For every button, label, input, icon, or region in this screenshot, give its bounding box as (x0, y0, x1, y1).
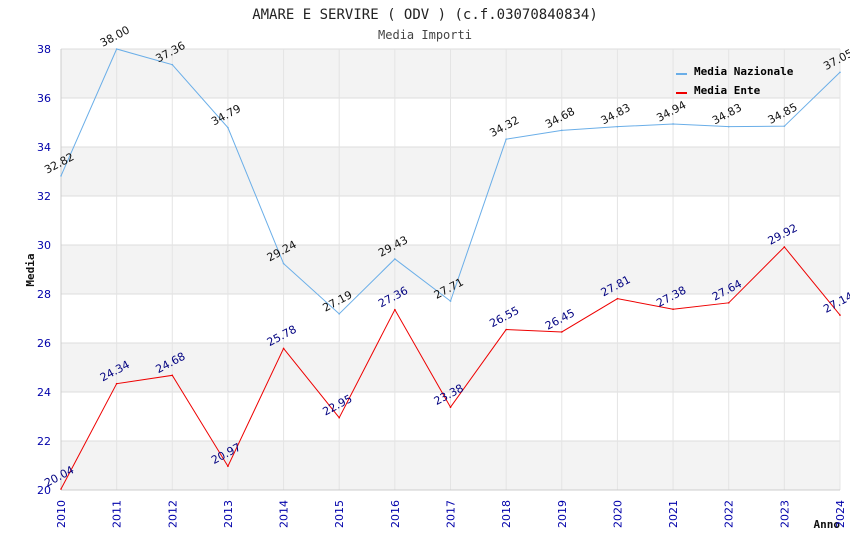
y-tick-label: 32 (37, 190, 51, 203)
data-point (560, 331, 563, 333)
x-tick-label: 2021 (667, 500, 680, 528)
data-point (227, 465, 229, 468)
y-tick-label: 36 (37, 92, 51, 105)
y-tick-label: 30 (37, 239, 51, 252)
data-point (616, 297, 619, 300)
data-point (115, 48, 118, 50)
y-tick-label: 22 (37, 435, 51, 448)
data-point (616, 125, 619, 128)
legend: Media Nazionale Media Ente (676, 65, 794, 97)
data-point (60, 488, 62, 490)
data-point (394, 308, 396, 311)
legend-label: Media Ente (694, 84, 761, 97)
data-label: 38.00 (98, 23, 132, 49)
y-tick-label: 20 (37, 484, 51, 497)
data-label: 26.45 (543, 306, 577, 332)
data-point (338, 313, 341, 315)
data-point (672, 308, 674, 310)
x-tick-label: 2024 (834, 500, 847, 528)
data-point (449, 300, 452, 302)
data-point (727, 125, 730, 128)
data-label: 34.68 (543, 105, 577, 131)
x-tick-label: 2019 (556, 500, 569, 528)
data-point (282, 347, 285, 350)
data-label: 34.94 (654, 98, 688, 124)
data-point (727, 302, 730, 304)
data-point (227, 126, 229, 129)
y-axis-ticks: 20 22 24 26 28 30 32 34 36 38 (37, 43, 51, 497)
data-label: 34.32 (487, 114, 521, 140)
y-tick-label: 28 (37, 288, 51, 301)
x-tick-label: 2017 (445, 500, 458, 528)
data-point (171, 374, 174, 377)
y-tick-label: 38 (37, 43, 51, 56)
grid-lines (60, 48, 841, 491)
x-tick-label: 2012 (166, 500, 179, 528)
data-label: 34.85 (766, 101, 800, 127)
data-point (783, 125, 786, 127)
x-tick-label: 2013 (222, 500, 235, 528)
data-point (115, 382, 118, 385)
data-point (171, 63, 174, 66)
x-tick-label: 2020 (611, 500, 624, 528)
x-tick-label: 2023 (778, 500, 791, 528)
x-axis-title: Anno (814, 518, 841, 531)
x-tick-label: 2010 (55, 500, 68, 528)
x-axis-ticks: 2010 2011 2012 2013 2014 2015 2016 2017 2018 2019… (55, 500, 847, 528)
axes (60, 49, 840, 491)
data-label: 34.83 (599, 101, 633, 127)
x-tick-label: 2011 (111, 500, 124, 528)
data-label: 22.95 (321, 392, 355, 418)
x-tick-label: 2014 (278, 500, 291, 528)
data-point (560, 129, 563, 132)
data-point (783, 246, 786, 248)
chart-subtitle: Media Importi (378, 28, 472, 42)
x-tick-label: 2022 (723, 500, 736, 528)
data-label: 34.79 (209, 102, 243, 128)
y-axis-title: Media (24, 253, 37, 286)
data-point (60, 175, 62, 177)
y-tick-label: 26 (37, 337, 51, 350)
x-tick-label: 2016 (389, 500, 402, 528)
data-label: 29.92 (766, 221, 800, 247)
data-point (505, 138, 507, 140)
y-tick-label: 34 (37, 141, 51, 154)
chart-title: AMARE E SERVIRE ( ODV ) (c.f.03070840834… (252, 7, 598, 23)
x-tick-label: 2015 (333, 500, 346, 528)
data-point (505, 328, 507, 331)
data-label: 26.55 (487, 304, 521, 330)
data-point (839, 314, 841, 316)
data-point (449, 406, 452, 408)
y-tick-label: 24 (37, 386, 51, 399)
data-point (394, 258, 396, 260)
data-point (338, 416, 341, 419)
data-point (672, 123, 674, 125)
data-label: 34.83 (710, 101, 744, 127)
x-tick-label: 2018 (500, 500, 513, 528)
data-point (282, 262, 285, 265)
data-point (839, 71, 841, 74)
legend-label: Media Nazionale (694, 65, 794, 78)
